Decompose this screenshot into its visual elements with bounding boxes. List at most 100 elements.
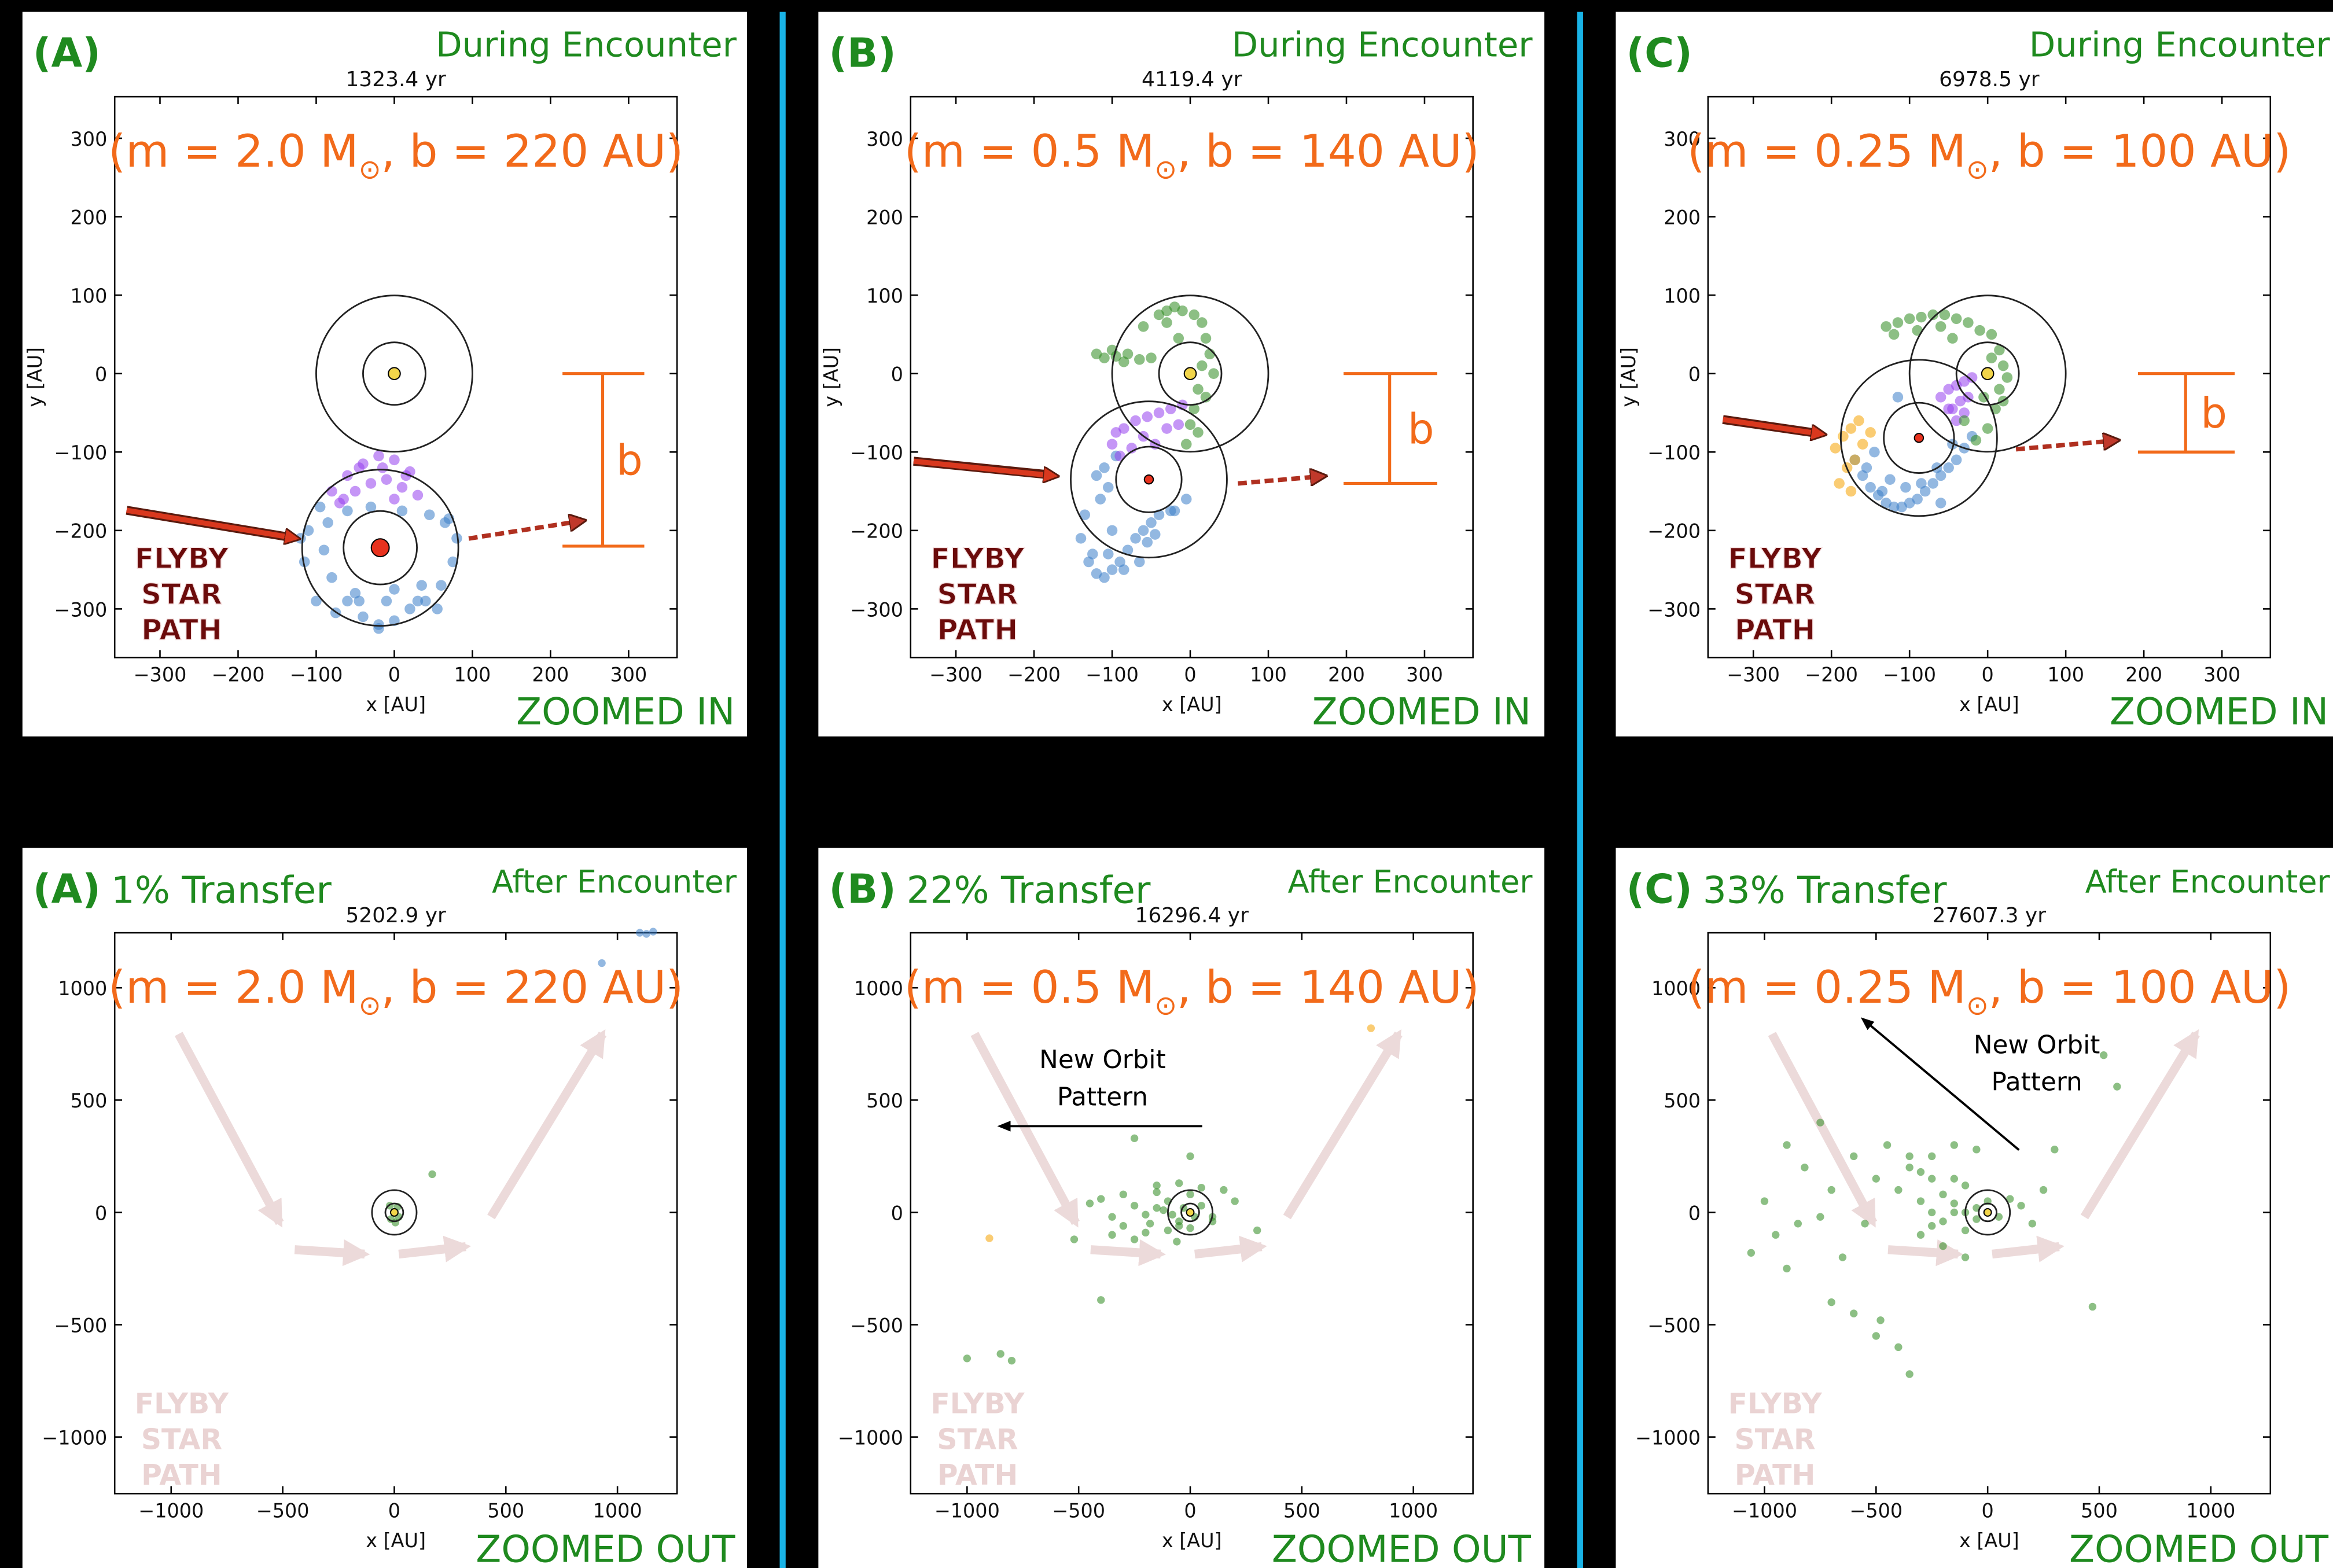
particle	[1872, 1332, 1880, 1339]
y-tick-label: −300	[54, 598, 108, 621]
stage-label: After Encounter	[1288, 864, 1533, 900]
y-tick-label: 100	[71, 285, 108, 307]
particle	[1865, 482, 1876, 493]
star	[391, 1209, 398, 1216]
particle	[1951, 455, 1962, 466]
y-tick-label: 1000	[58, 977, 107, 1000]
parameters-subscript: ⊙	[359, 154, 381, 185]
parameters-text: , b = 220 AU)	[381, 962, 683, 1014]
x-axis-label: x [AU]	[1162, 693, 1222, 716]
x-tick-label: 1000	[593, 1500, 642, 1522]
x-tick-label: 0	[388, 1500, 400, 1522]
particle	[1917, 1197, 1924, 1205]
particle	[1839, 1253, 1846, 1261]
x-tick-label: 500	[2081, 1500, 2118, 1522]
particle	[1889, 329, 1900, 340]
x-tick-label: −100	[290, 664, 343, 686]
particle	[1087, 549, 1098, 560]
particle	[1951, 1199, 1958, 1207]
parameters-text: , b = 140 AU)	[1177, 962, 1480, 1014]
separator	[1577, 12, 1583, 1568]
particle	[1181, 439, 1192, 450]
particle	[1772, 1231, 1779, 1239]
particle	[1846, 486, 1857, 497]
x-tick-label: 200	[532, 664, 569, 686]
particle	[1973, 1146, 1980, 1153]
particle	[1118, 564, 1129, 575]
x-axis-label: x [AU]	[1162, 1529, 1222, 1552]
x-tick-label: 300	[2203, 664, 2240, 686]
particle	[1142, 1229, 1149, 1236]
particle	[2017, 1202, 2025, 1209]
particle	[1869, 447, 1880, 458]
particle	[1130, 533, 1141, 544]
particle	[1146, 1220, 1154, 1227]
particle	[413, 490, 424, 501]
x-tick-label: −300	[134, 664, 187, 686]
particle	[1893, 317, 1904, 328]
zoom-label: ZOOMED OUT	[1272, 1528, 1532, 1568]
particle	[1877, 486, 1888, 497]
particle	[1111, 427, 1122, 438]
x-tick-label: 500	[1283, 1500, 1320, 1522]
panel: (B)22% TransferAfter Encounter16296.4 yr…	[818, 848, 1544, 1568]
transfer-label: 22% Transfer	[907, 869, 1151, 912]
particle	[997, 1350, 1004, 1357]
x-axis-label: x [AU]	[1959, 1529, 2019, 1552]
particle	[397, 506, 408, 517]
zoom-label: ZOOMED OUT	[2069, 1528, 2329, 1568]
star	[1187, 1209, 1194, 1216]
particle	[1998, 360, 2009, 371]
x-tick-label: 0	[1184, 664, 1196, 686]
particle	[1154, 407, 1165, 418]
x-tick-label: 0	[1982, 664, 1994, 686]
path-label: PATH	[937, 614, 1018, 647]
zoom-label: ZOOMED OUT	[476, 1528, 735, 1568]
particle	[1175, 1222, 1183, 1230]
particle	[428, 1171, 436, 1178]
x-tick-label: −500	[1849, 1500, 1903, 1522]
y-tick-label: 1000	[854, 977, 903, 1000]
particle	[963, 1354, 971, 1362]
particle	[1846, 423, 1857, 434]
y-tick-label: −300	[1647, 598, 1701, 621]
panel-letter: (C)	[1626, 867, 1692, 913]
panel-label: (C)	[1626, 31, 1692, 77]
y-tick-label: 500	[1664, 1089, 1701, 1112]
particle	[1095, 494, 1106, 505]
chart-title: 5202.9 yr	[345, 904, 446, 927]
x-tick-label: 200	[2125, 664, 2162, 686]
parameters-text: , b = 140 AU)	[1177, 126, 1480, 178]
particle	[1231, 1197, 1238, 1205]
particle	[358, 612, 369, 623]
particle	[1834, 478, 1845, 489]
particle	[342, 596, 353, 607]
particle	[1076, 533, 1087, 544]
note: Pattern	[1992, 1068, 2082, 1097]
x-tick-label: 100	[1250, 664, 1287, 686]
particle	[1962, 1253, 1969, 1261]
particle	[389, 494, 400, 505]
particle	[354, 596, 365, 607]
particle	[1881, 321, 1892, 332]
x-tick-label: −500	[256, 1500, 310, 1522]
particle	[1849, 455, 1860, 466]
particle	[373, 451, 384, 462]
particle	[1107, 439, 1118, 450]
b-label: b	[2200, 389, 2227, 437]
x-tick-label: 0	[1184, 1500, 1196, 1522]
particle	[1186, 1153, 1194, 1160]
y-tick-label: 100	[866, 285, 903, 307]
particle	[1747, 1249, 1755, 1257]
particle	[1917, 1168, 1924, 1176]
x-tick-label: −1000	[1732, 1500, 1797, 1522]
chart-title: 16296.4 yr	[1135, 904, 1249, 927]
particle	[1963, 317, 1974, 328]
path-label: PATH	[1735, 1459, 1816, 1492]
separator	[779, 12, 785, 1568]
y-tick-label: −500	[1647, 1314, 1701, 1337]
particle	[1161, 317, 1172, 328]
particle	[1917, 1231, 1924, 1239]
particle	[1827, 1298, 1835, 1306]
particle	[1838, 431, 1849, 442]
